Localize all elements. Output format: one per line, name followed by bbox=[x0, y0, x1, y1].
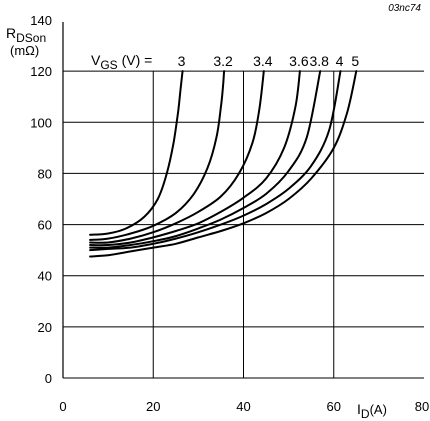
y-tick-label: 60 bbox=[38, 218, 52, 233]
legend-prefix: VGS (V) = bbox=[91, 52, 152, 72]
series-label-vgs-3: 3 bbox=[178, 53, 186, 69]
x-tick-label: 80 bbox=[415, 399, 429, 414]
series-curves bbox=[89, 70, 358, 258]
y-axis-unit: (mΩ) bbox=[10, 43, 39, 58]
grid-lines bbox=[62, 22, 424, 379]
x-axis-title: ID(A) bbox=[357, 401, 387, 421]
series-line-vgs-5 bbox=[89, 70, 358, 258]
series-label-vgs-3.6: 3.6 bbox=[289, 53, 309, 69]
series-label-vgs-4: 4 bbox=[336, 53, 344, 69]
y-tick-label: 20 bbox=[38, 320, 52, 335]
x-tick-label: 0 bbox=[59, 399, 66, 414]
series-labels: 3 3.2 3.4 3.6 3.8 4 5 bbox=[178, 53, 360, 69]
x-tick-label: 60 bbox=[327, 399, 341, 414]
y-tick-label: 80 bbox=[38, 166, 52, 181]
series-line-vgs-3.6 bbox=[89, 70, 301, 247]
series-line-vgs-3.4 bbox=[89, 70, 265, 244]
series-line-vgs-3.2 bbox=[89, 70, 226, 241]
x-tick-label: 40 bbox=[236, 399, 250, 414]
series-line-vgs-3 bbox=[89, 70, 184, 236]
series-label-vgs-5: 5 bbox=[351, 53, 359, 69]
series-label-vgs-3.2: 3.2 bbox=[213, 53, 233, 69]
series-line-vgs-3.8 bbox=[89, 70, 322, 249]
series-label-vgs-3.8: 3.8 bbox=[309, 53, 329, 69]
series-label-vgs-3.4: 3.4 bbox=[253, 53, 273, 69]
y-tick-label: 120 bbox=[30, 64, 52, 79]
series-line-vgs-4 bbox=[89, 70, 342, 252]
tick-labels: 0 20 40 60 80 100 120 140 0 20 40 60 80 bbox=[30, 13, 429, 414]
y-tick-label: 0 bbox=[45, 371, 52, 386]
y-tick-label: 100 bbox=[30, 115, 52, 130]
y-axis-title: RDSon bbox=[6, 25, 46, 45]
y-tick-label: 140 bbox=[30, 13, 52, 28]
y-tick-label: 40 bbox=[38, 269, 52, 284]
figure-code: 03nc74 bbox=[388, 3, 421, 14]
x-tick-label: 20 bbox=[146, 399, 160, 414]
